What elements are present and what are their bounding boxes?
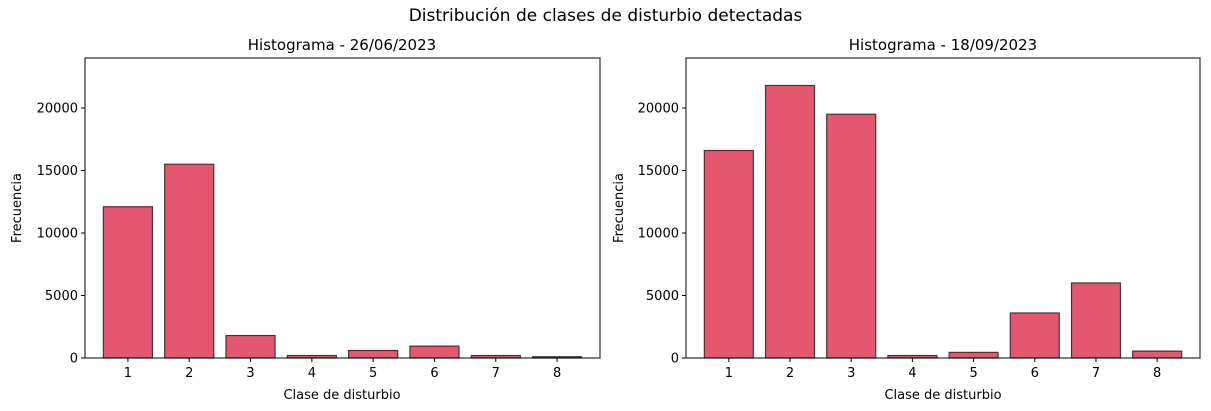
- bar-class-3: [826, 113, 877, 359]
- histogram-panel-1: Histograma - 26/06/2023 Clase de disturb…: [10, 36, 601, 403]
- bar-class-1: [102, 206, 154, 359]
- bar-class-6: [1009, 312, 1060, 359]
- y-tick-label: 20000: [638, 102, 679, 117]
- figure-title: Distribución de clases de disturbio dete…: [408, 6, 803, 26]
- x-tick-label: 4: [308, 366, 316, 381]
- x-tick-label: 6: [1031, 366, 1039, 381]
- y-tick-label: 15000: [638, 164, 679, 179]
- plot-area: 1 2 3 4 5 6 7 8 0 5000 10000 15000 20000: [37, 57, 601, 381]
- x-tick-label: 1: [725, 366, 733, 381]
- chart-title: Histograma - 18/09/2023: [849, 36, 1037, 54]
- x-tick-label: 5: [369, 366, 377, 381]
- x-tick-label: 8: [553, 366, 561, 381]
- x-tick-label: 6: [430, 366, 438, 381]
- x-tick-label: 7: [492, 366, 500, 381]
- y-tick-label: 5000: [45, 289, 78, 304]
- bar-class-6: [409, 345, 460, 359]
- x-tick-label: 2: [786, 366, 794, 381]
- bar-class-3: [225, 334, 276, 359]
- y-tick-label: 20000: [37, 102, 78, 117]
- x-axis-label: Clase de disturbio: [283, 388, 400, 403]
- bar-class-2: [164, 163, 215, 359]
- x-tick-label: 8: [1153, 366, 1161, 381]
- x-tick-label: 3: [847, 366, 855, 381]
- x-tick-label: 1: [124, 366, 132, 381]
- axes-frame: [685, 57, 1201, 359]
- x-tick-label: 5: [969, 366, 977, 381]
- axes-frame: [84, 57, 601, 359]
- bar-class-5: [948, 351, 999, 359]
- chart-title: Histograma - 26/06/2023: [248, 36, 436, 54]
- bar-class-1: [703, 149, 754, 359]
- plot-area: 1 2 3 4 5 6 7 8 0 5000 10000 15000 20000: [638, 57, 1201, 381]
- bar-class-5: [348, 349, 399, 359]
- histogram-panel-2: Histograma - 18/09/2023 Clase de disturb…: [612, 36, 1201, 403]
- bar-class-2: [764, 84, 816, 359]
- x-tick-label: 2: [185, 366, 193, 381]
- y-tick-label: 5000: [646, 289, 679, 304]
- bar-class-7: [1070, 282, 1122, 359]
- y-tick-label: 10000: [37, 227, 78, 242]
- y-tick-label: 0: [70, 352, 78, 367]
- x-tick-label: 7: [1092, 366, 1100, 381]
- y-tick-label: 15000: [37, 164, 78, 179]
- y-tick-label: 0: [671, 352, 679, 367]
- y-axis-label: Frecuencia: [10, 173, 25, 243]
- x-tick-label: 4: [908, 366, 916, 381]
- y-axis-label: Frecuencia: [612, 173, 627, 243]
- bar-class-8: [1132, 350, 1183, 359]
- y-tick-label: 10000: [638, 227, 679, 242]
- x-axis-label: Clase de disturbio: [884, 388, 1001, 403]
- x-tick-label: 3: [246, 366, 254, 381]
